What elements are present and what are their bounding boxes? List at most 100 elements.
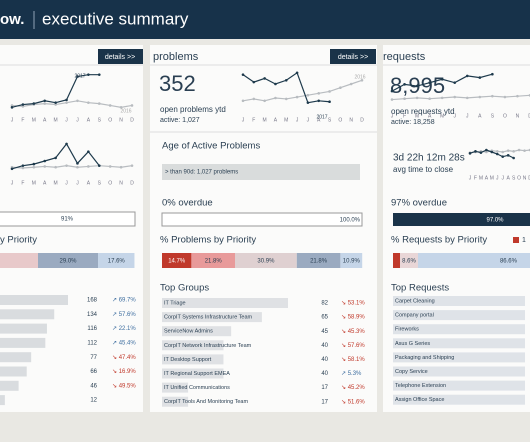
trend-point	[65, 98, 68, 102]
trend-point	[512, 150, 515, 153]
row-bar	[393, 296, 525, 306]
priority-label: 21.8%	[205, 259, 223, 265]
month-label: J	[391, 113, 394, 119]
month-label: N	[119, 117, 123, 123]
trend-point	[32, 162, 36, 166]
trend-point	[76, 99, 79, 103]
month-label: J	[242, 117, 245, 123]
trend-line	[11, 100, 133, 108]
overdue-label: 100.0%	[340, 218, 361, 224]
details-label[interactable]: details >>	[105, 54, 135, 61]
month-label: M	[490, 175, 494, 181]
trend-point	[284, 97, 288, 101]
trend-point	[241, 73, 245, 76]
logo: ow.	[0, 11, 24, 28]
trend-point	[10, 167, 14, 171]
month-label: J	[469, 175, 472, 181]
trend-point	[295, 71, 299, 75]
month-label: A	[485, 175, 489, 181]
trend-point	[10, 106, 14, 109]
trend-point	[97, 164, 101, 167]
request-name: Packaging and Shipping	[395, 355, 454, 361]
month-label: M	[415, 113, 419, 119]
row-bar	[162, 354, 224, 365]
trend-point	[495, 152, 499, 156]
trend-point	[491, 94, 494, 98]
trend-point	[54, 165, 57, 169]
trend-point	[295, 95, 299, 99]
priority-segment	[191, 253, 235, 268]
trend-point	[465, 96, 469, 100]
trend-point	[349, 82, 353, 86]
row-change: ↗ 69.7%	[112, 298, 136, 304]
group-name: CorpIT Systems Infrastructure Team	[164, 315, 253, 321]
row-bar	[0, 395, 5, 406]
row-change: ↘ 47.4%	[112, 355, 136, 361]
month-label: J	[466, 113, 469, 119]
trend-point	[43, 159, 47, 163]
row-change: ↘ 58.1%	[341, 357, 365, 363]
month-label: A	[43, 180, 47, 186]
trend-point	[108, 165, 112, 168]
group-name: CorpIT Network Infrastructure Team	[164, 343, 252, 349]
problems-panel	[150, 45, 377, 412]
row-count: 46	[90, 383, 97, 389]
trend-point	[306, 93, 310, 97]
age-bar-label: > than 90d: 1,027 problems	[165, 170, 238, 176]
priority-segment	[38, 253, 99, 268]
trend-point	[43, 102, 47, 105]
trend-point	[503, 95, 507, 99]
row-count: 40	[321, 371, 328, 377]
trend-point	[21, 103, 25, 106]
trend-point	[76, 162, 79, 165]
details-label[interactable]: details >>	[338, 54, 368, 61]
details-button[interactable]	[330, 49, 376, 64]
month-label: D	[360, 117, 364, 123]
trend-point	[495, 150, 499, 153]
row-count: 17	[321, 385, 328, 391]
row-bar	[162, 396, 189, 407]
request-name: Telephone Extension	[395, 383, 446, 389]
priority-label: 30.9%	[257, 259, 275, 265]
row-bar	[162, 368, 224, 379]
section-title: Age of Active Problems	[162, 141, 260, 152]
row-count: 66	[90, 369, 97, 375]
overdue-label: 91%	[61, 217, 74, 223]
trend-point	[517, 148, 521, 152]
section-title: y Priority	[0, 235, 37, 246]
row-bar	[0, 337, 46, 348]
row-change: ↗ 22.1%	[112, 326, 136, 332]
month-label: F	[252, 117, 255, 123]
trend-point	[317, 92, 321, 95]
priority-segment	[0, 253, 38, 268]
trend-point	[339, 86, 342, 90]
month-label: D	[528, 113, 530, 119]
group-name: IT Unified Communications	[164, 385, 230, 391]
kpi-label: avg time to close	[393, 165, 454, 174]
month-label: J	[65, 180, 68, 186]
kpi-active: active: 18,258	[391, 119, 435, 126]
trend-point	[506, 149, 510, 152]
priority-segment	[340, 253, 363, 268]
row-bar	[162, 298, 288, 308]
trend-point	[428, 97, 431, 101]
row-count: 82	[321, 301, 328, 307]
row-change: ↘ 58.9%	[341, 315, 365, 321]
kpi-value: 3d 22h 12m 28s	[393, 153, 465, 164]
trend-point	[478, 76, 482, 79]
row-bar	[393, 338, 525, 349]
trend-point	[10, 104, 14, 107]
overdue-bar	[393, 213, 530, 226]
month-label: J	[11, 117, 14, 123]
trend-point	[501, 155, 505, 158]
month-label: M	[263, 117, 267, 123]
details-button[interactable]	[98, 49, 143, 64]
row-bar	[393, 366, 525, 377]
trend-point	[491, 72, 494, 76]
month-label: N	[516, 113, 520, 119]
priority-label: 17.6%	[108, 259, 126, 265]
section-title: Top Groups	[160, 283, 209, 294]
trend-point	[43, 99, 47, 103]
row-change: ↘ 51.6%	[341, 399, 365, 405]
